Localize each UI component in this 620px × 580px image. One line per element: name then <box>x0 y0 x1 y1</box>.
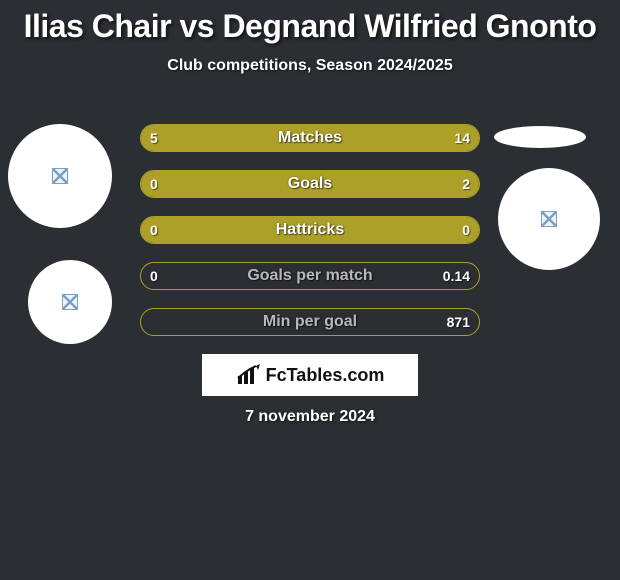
stat-value-right: 871 <box>447 308 470 336</box>
stat-value-left: 0 <box>150 170 158 198</box>
stat-value-right: 2 <box>462 170 470 198</box>
stat-row: Hattricks0 0 <box>140 216 480 244</box>
bars-icon <box>236 364 262 386</box>
brand-text: FcTables.com <box>266 365 385 386</box>
stat-row: Goals0 2 <box>140 170 480 198</box>
stat-label: Goals <box>140 170 480 198</box>
stat-label: Hattricks <box>140 216 480 244</box>
stat-label: Min per goal <box>140 308 480 336</box>
stat-value-right: 14 <box>454 124 470 152</box>
stat-value-right: 0.14 <box>443 262 470 290</box>
date-label: 7 november 2024 <box>0 408 620 426</box>
page-title: Ilias Chair vs Degnand Wilfried Gnonto <box>0 0 620 45</box>
placeholder-icon <box>541 211 557 227</box>
stat-value-left: 0 <box>150 262 158 290</box>
stat-label: Goals per match <box>140 262 480 290</box>
portrait-left-top <box>8 124 112 228</box>
stat-value-left: 5 <box>150 124 158 152</box>
placeholder-icon <box>62 294 78 310</box>
placeholder-icon <box>52 168 68 184</box>
stat-row: Matches5 14 <box>140 124 480 152</box>
portrait-left-bottom <box>28 260 112 344</box>
stat-value-left: 0 <box>150 216 158 244</box>
brand-badge: FcTables.com <box>202 354 418 396</box>
stat-row: Min per goal871 <box>140 308 480 336</box>
portrait-right <box>498 168 600 270</box>
stat-value-right: 0 <box>462 216 470 244</box>
stat-row: Goals per match0 0.14 <box>140 262 480 290</box>
stats-comparison-chart: Matches514Goals02Hattricks00Goals per ma… <box>140 124 480 354</box>
page-subtitle: Club competitions, Season 2024/2025 <box>0 57 620 75</box>
stat-label: Matches <box>140 124 480 152</box>
ellipse-right-top <box>494 126 586 148</box>
